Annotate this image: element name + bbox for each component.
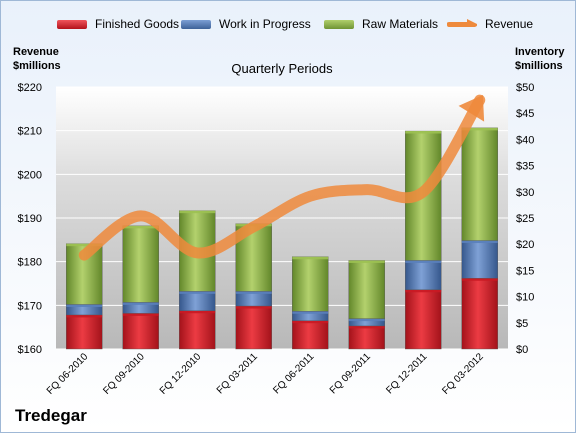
right-axis-tick-label: $0 <box>516 344 528 356</box>
work-in-progress-swatch <box>181 20 211 29</box>
left-axis-tick-label: $210 <box>18 126 42 138</box>
bar-finished-goods-top-edge <box>122 313 159 316</box>
bar-finished-goods-top-edge <box>348 325 385 329</box>
right-axis-tick-label: $5 <box>516 318 528 330</box>
right-axis-title-line-1: Inventory <box>515 46 565 58</box>
bar-finished-goods <box>348 325 385 350</box>
left-axis-tick-label: $180 <box>18 257 42 269</box>
bar-raw-materials <box>292 256 329 312</box>
bar-finished-goods-top-edge <box>179 310 216 314</box>
legend-label-work-in-progress: Work in Progress <box>219 17 311 31</box>
right-axis-tick-label: $30 <box>516 187 534 199</box>
bar-finished-goods <box>461 278 498 350</box>
bar-raw-materials-top-edge <box>461 127 498 131</box>
right-axis-tick-label: $45 <box>516 108 534 120</box>
bar-work-in-progress-top-edge <box>461 240 498 244</box>
bar-raw-materials-top-edge <box>292 256 329 260</box>
bar-work-in-progress-top-edge <box>405 260 442 263</box>
x-axis-tick-label: FQ 06-2011 <box>271 351 316 396</box>
bar-raw-materials-top-edge <box>348 260 385 263</box>
revenue-arrowhead <box>458 94 485 122</box>
company-name: Tredegar <box>15 406 87 425</box>
right-axis-tick-label: $40 <box>516 134 534 146</box>
bar-raw-materials-top-edge <box>179 210 216 214</box>
bar-finished-goods-top-edge <box>66 314 103 318</box>
bar-work-in-progress <box>461 240 498 279</box>
bar-work-in-progress-top-edge <box>179 291 216 294</box>
x-axis-tick-label: FQ 09-2011 <box>328 351 373 396</box>
bar-raw-materials <box>348 260 385 319</box>
bar-work-in-progress <box>405 260 442 290</box>
right-axis-tick-label: $50 <box>516 82 534 94</box>
bar-raw-materials <box>461 127 498 241</box>
legend-label-raw-materials: Raw Materials <box>362 17 439 31</box>
x-axis-tick-label: FQ 03-2011 <box>215 351 260 396</box>
bar-raw-materials-top-edge <box>405 131 442 134</box>
right-axis-tick-label: $20 <box>516 239 534 251</box>
bar-work-in-progress-top-edge <box>122 302 159 305</box>
left-axis-title: Revenue $millions <box>13 45 61 73</box>
revenue-arrow-icon <box>447 19 477 27</box>
left-axis-title-line-2: $millions <box>13 60 61 72</box>
legend-label-revenue: Revenue <box>485 17 534 31</box>
x-axis-tick-label: FQ 12-2010 <box>158 351 204 397</box>
bar-finished-goods <box>122 313 159 350</box>
right-axis-tick-label: $25 <box>516 213 534 225</box>
bar-finished-goods-top-edge <box>235 306 272 309</box>
left-axis-tick-label: $200 <box>18 169 42 181</box>
legend-label-finished-goods: Finished Goods <box>95 17 180 31</box>
bar-finished-goods-top-edge <box>405 289 442 293</box>
bar-work-in-progress-top-edge <box>348 318 385 322</box>
bar-finished-goods <box>179 310 216 350</box>
bar-work-in-progress-top-edge <box>235 291 272 294</box>
left-axis-tick-label: $220 <box>18 82 42 94</box>
bar-finished-goods <box>235 305 272 350</box>
x-axis-tick-label: FQ 09-2010 <box>101 351 147 397</box>
right-axis-tick-label: $10 <box>516 292 534 304</box>
bar-finished-goods-top-edge <box>292 320 329 324</box>
revenue-line <box>78 94 486 261</box>
bar-raw-materials-top-edge <box>122 225 159 229</box>
right-axis-title-line-2: $millions <box>515 60 563 72</box>
bar-raw-materials-top-edge <box>66 243 103 247</box>
bar-work-in-progress-top-edge <box>292 311 329 314</box>
bar-work-in-progress <box>179 291 216 311</box>
right-axis-tick-label: $15 <box>516 265 534 277</box>
right-axis-tick-label: $35 <box>516 161 534 173</box>
bar-raw-materials <box>122 225 159 303</box>
bar-finished-goods <box>66 314 103 350</box>
x-axis-tick-label: FQ 06-2010 <box>45 351 91 397</box>
left-axis-tick-label: $160 <box>18 344 42 356</box>
raw-materials-swatch <box>324 20 354 29</box>
bar-finished-goods <box>292 320 329 350</box>
chart-title: Quarterly Periods <box>231 61 333 76</box>
right-axis-title: Inventory $millions <box>515 45 565 73</box>
left-axis-tick-label: $170 <box>18 300 42 312</box>
chart-legend: Finished Goods Work in Progress Raw Mate… <box>1 17 576 33</box>
finished-goods-swatch <box>57 20 87 29</box>
bar-finished-goods-top-edge <box>461 278 498 281</box>
left-axis-title-line-1: Revenue <box>13 46 59 58</box>
x-axis-tick-label: FQ 03-2012 <box>440 351 486 397</box>
x-axis-tick-label: FQ 12-2011 <box>384 351 429 396</box>
bar-finished-goods <box>405 289 442 350</box>
bar-work-in-progress-top-edge <box>66 304 103 307</box>
left-axis-tick-label: $190 <box>18 213 42 225</box>
